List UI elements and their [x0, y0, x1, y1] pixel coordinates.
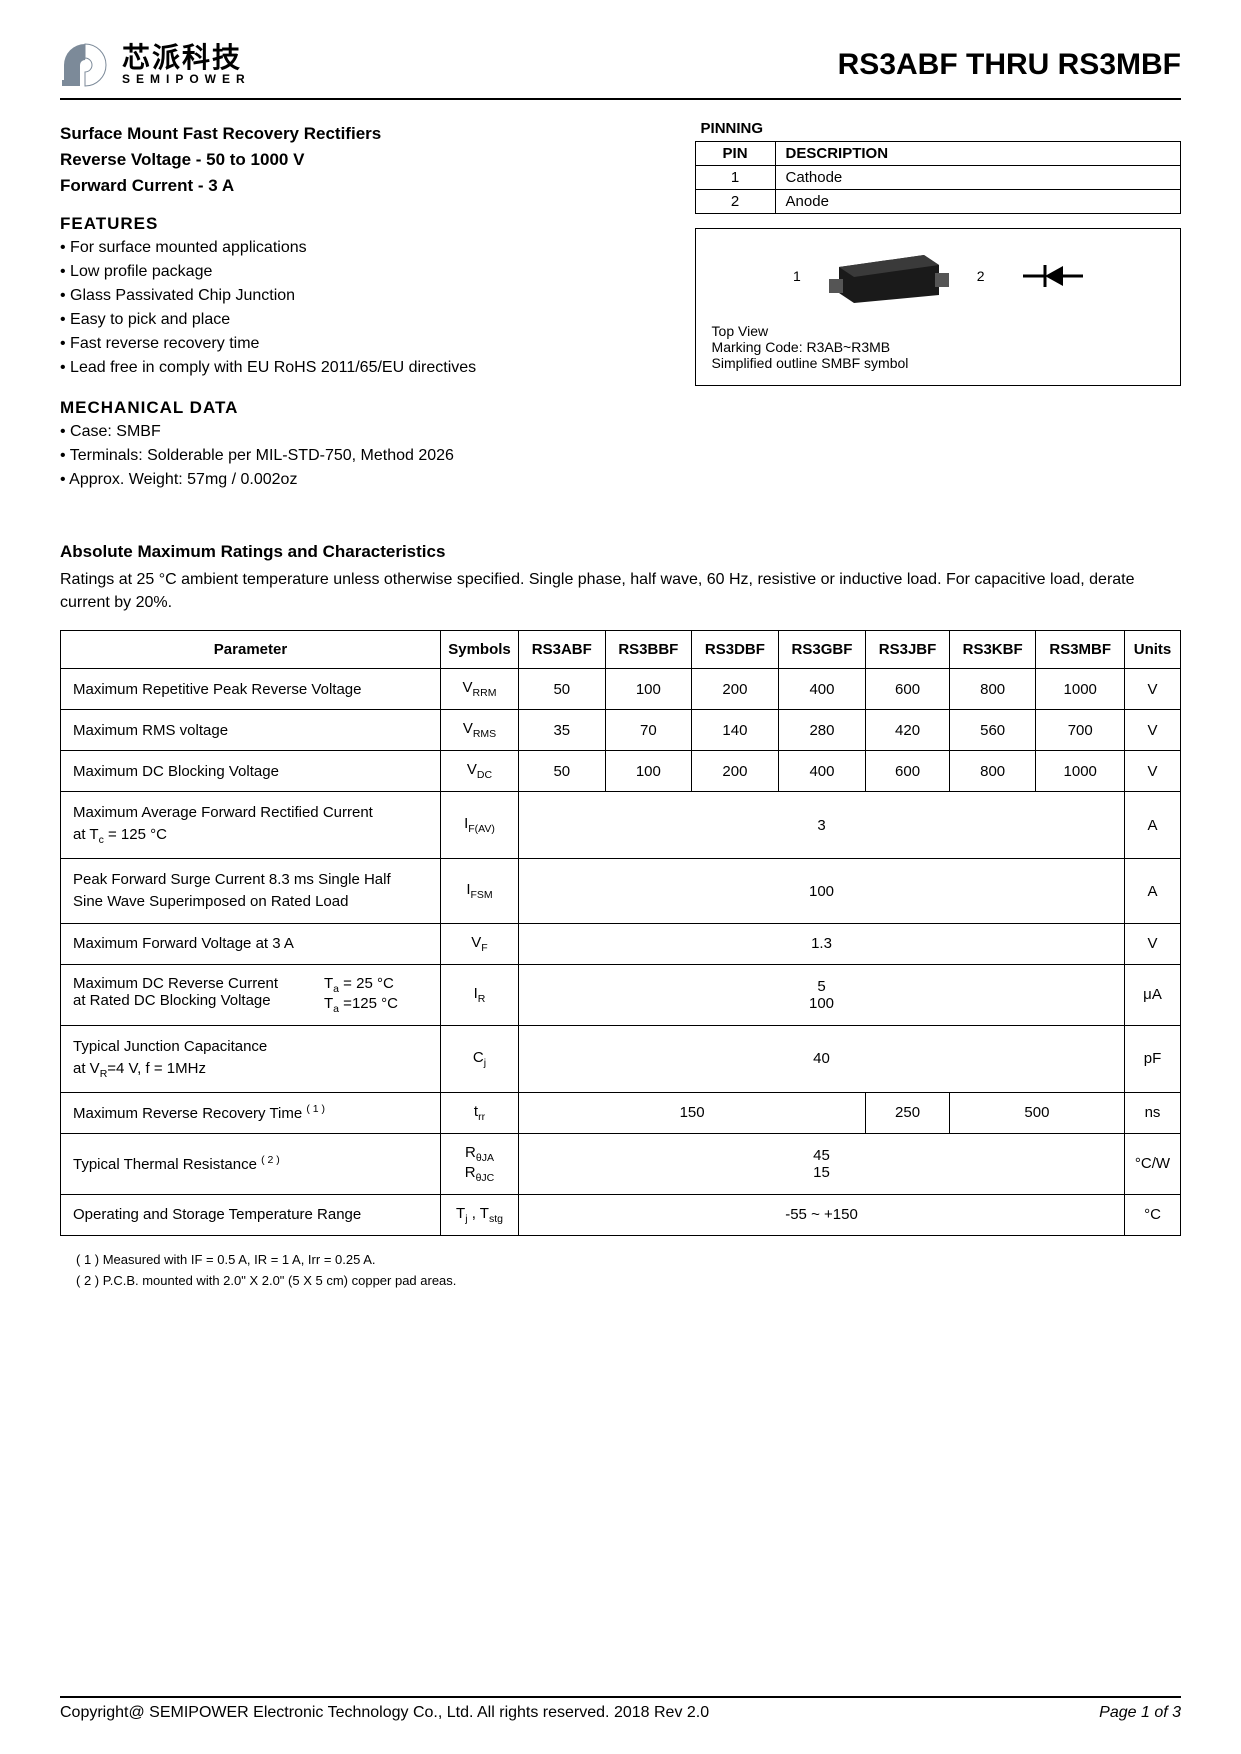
table-row: Typical Thermal Resistance ( 2 )RθJARθJC…: [61, 1133, 1181, 1194]
pin-row: 1 Cathode: [695, 166, 1180, 190]
table-row: Maximum DC Reverse Currentat Rated DC Bl…: [61, 964, 1181, 1025]
table-row: Peak Forward Surge Current 8.3 ms Single…: [61, 859, 1181, 924]
feature-item: Low profile package: [60, 260, 655, 284]
feature-item: Lead free in comply with EU RoHS 2011/65…: [60, 356, 655, 380]
feature-item: Glass Passivated Chip Junction: [60, 284, 655, 308]
logo-text-cn: 芯派科技: [122, 44, 251, 72]
pkg-note: Simplified outline SMBF symbol: [712, 355, 1164, 371]
footnote: ( 2 ) P.C.B. mounted with 2.0" X 2.0" (5…: [76, 1271, 1181, 1292]
pinning-table: PIN DESCRIPTION 1 Cathode 2 Anode: [695, 141, 1181, 214]
desc-header: DESCRIPTION: [775, 142, 1180, 166]
pkg-note: Marking Code: R3AB~R3MB: [712, 339, 1164, 355]
abs-max-note: Ratings at 25 °C ambient temperature unl…: [60, 568, 1181, 614]
pin-row: 2 Anode: [695, 190, 1180, 214]
mech-item: Case: SMBF: [60, 420, 655, 444]
table-row: Typical Junction Capacitanceat VR=4 V, f…: [61, 1025, 1181, 1092]
mech-title: MECHANICAL DATA: [60, 398, 655, 418]
page-number: Page 1 of 3: [1099, 1704, 1181, 1722]
mech-list: Case: SMBFTerminals: Solderable per MIL-…: [60, 420, 655, 492]
copyright: Copyright@ SEMIPOWER Electronic Technolo…: [60, 1704, 709, 1722]
feature-item: Fast reverse recovery time: [60, 332, 655, 356]
pin2-label: 2: [977, 268, 985, 284]
feature-item: Easy to pick and place: [60, 308, 655, 332]
abs-max-title: Absolute Maximum Ratings and Characteris…: [60, 542, 1181, 562]
brand-logo: 芯派科技 SEMIPOWER: [60, 40, 251, 90]
package-icon: [829, 247, 949, 305]
pkg-note: Top View: [712, 323, 1164, 339]
pin1-label: 1: [793, 268, 801, 284]
table-row: Maximum RMS voltageVRMS35701402804205607…: [61, 710, 1181, 751]
mech-item: Terminals: Solderable per MIL-STD-750, M…: [60, 444, 655, 468]
page-footer: Copyright@ SEMIPOWER Electronic Technolo…: [60, 1696, 1181, 1722]
features-title: FEATURES: [60, 214, 655, 234]
headline: Surface Mount Fast Recovery Rectifiers: [60, 124, 655, 144]
feature-item: For surface mounted applications: [60, 236, 655, 260]
page-header: 芯派科技 SEMIPOWER RS3ABF THRU RS3MBF: [60, 40, 1181, 100]
diode-symbol-icon: [1013, 261, 1083, 291]
table-row: Maximum Reverse Recovery Time ( 1 )trr15…: [61, 1092, 1181, 1133]
table-row: Maximum Repetitive Peak Reverse VoltageV…: [61, 669, 1181, 710]
features-list: For surface mounted applicationsLow prof…: [60, 236, 655, 380]
part-number-title: RS3ABF THRU RS3MBF: [838, 48, 1181, 82]
footnote: ( 1 ) Measured with IF = 0.5 A, IR = 1 A…: [76, 1250, 1181, 1271]
logo-text-en: SEMIPOWER: [122, 72, 251, 86]
table-row: Maximum Forward Voltage at 3 AVF1.3V: [61, 923, 1181, 964]
reverse-voltage: Reverse Voltage - 50 to 1000 V: [60, 150, 655, 170]
table-row: Operating and Storage Temperature RangeT…: [61, 1194, 1181, 1235]
logo-icon: [60, 40, 110, 90]
table-row: Maximum DC Blocking VoltageVDC5010020040…: [61, 751, 1181, 792]
mech-item: Approx. Weight: 57mg / 0.002oz: [60, 468, 655, 492]
table-row: Maximum Average Forward Rectified Curren…: [61, 792, 1181, 859]
pinning-title: PINNING: [701, 120, 1181, 137]
forward-current: Forward Current - 3 A: [60, 176, 655, 196]
ratings-table: ParameterSymbolsRS3ABFRS3BBFRS3DBFRS3GBF…: [60, 630, 1181, 1235]
pin-header: PIN: [695, 142, 775, 166]
package-box: 1 2 Top View Mark: [695, 228, 1181, 386]
